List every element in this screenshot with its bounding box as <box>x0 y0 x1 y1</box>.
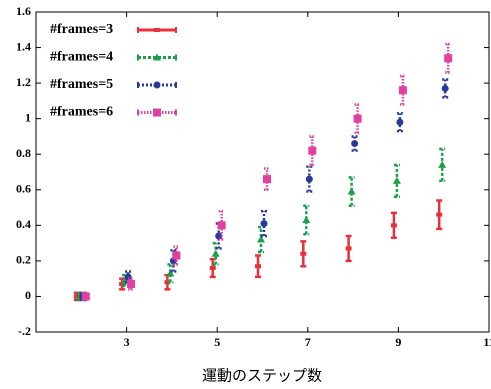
y-tick-label: -.2 <box>18 324 31 338</box>
data-point <box>444 54 453 63</box>
data-point <box>255 264 261 269</box>
data-point <box>260 220 268 228</box>
data-point <box>438 160 447 168</box>
y-tick-label: 1 <box>25 110 31 124</box>
data-point <box>441 84 449 92</box>
data-point <box>217 221 226 230</box>
plot-frame <box>35 11 490 333</box>
legend-label: #frames=6 <box>50 105 113 120</box>
data-point <box>166 269 175 277</box>
y-tick-label: 0 <box>25 288 31 302</box>
data-point <box>124 273 132 281</box>
error-bar <box>348 176 355 208</box>
error-bar <box>351 135 358 152</box>
error-bar <box>445 42 452 74</box>
data-point <box>73 294 80 299</box>
data-point <box>396 118 404 126</box>
error-bar <box>218 209 225 241</box>
legend-marker <box>154 28 160 32</box>
data-point <box>305 175 313 183</box>
series <box>81 42 453 302</box>
data-point <box>215 232 223 240</box>
error-bar <box>354 103 361 135</box>
x-axis-label: 運動のステップ数 <box>202 367 322 385</box>
data-point <box>436 212 443 217</box>
legend-label: #frames=5 <box>50 77 113 92</box>
y-tick-label: 0.4 <box>16 217 31 231</box>
error-bar <box>173 245 180 266</box>
error-bar <box>309 135 316 167</box>
data-point <box>392 176 401 184</box>
legend-entry: #frames=6 <box>50 105 177 120</box>
y-tick-label: 0.6 <box>16 182 31 196</box>
data-point <box>127 280 136 288</box>
x-tick-label: 7 <box>305 335 311 349</box>
data-point <box>81 292 90 301</box>
legend-label: #frames=3 <box>50 22 113 37</box>
data-point <box>300 251 307 256</box>
data-point <box>347 187 356 195</box>
y-tick-label: 0.8 <box>16 146 31 160</box>
x-tick-label: 5 <box>214 335 220 349</box>
error-bar <box>399 74 406 106</box>
x-tick-label: 11 <box>483 335 491 349</box>
data-point <box>345 246 352 251</box>
data-point <box>398 86 407 95</box>
data-point <box>263 175 271 184</box>
data-point <box>257 235 265 243</box>
legend-label: #frames=4 <box>50 50 113 65</box>
data-point <box>302 216 311 223</box>
data-point <box>172 251 181 260</box>
legend-entry: #frames=3 <box>50 22 177 37</box>
data-point <box>390 223 397 228</box>
legend-entry: #frames=5 <box>50 77 177 92</box>
error-bar <box>128 277 135 291</box>
data-point <box>353 114 362 123</box>
data-point <box>119 282 126 286</box>
y-tick-label: 0.2 <box>16 253 31 267</box>
legend-marker <box>153 108 161 117</box>
y-tick-label: 1.4 <box>16 39 31 53</box>
error-bar <box>264 167 270 192</box>
data-point <box>351 140 359 148</box>
x-tick-label: 3 <box>124 335 130 349</box>
legend-marker <box>153 53 161 61</box>
legend-entry: #frames=4 <box>50 50 177 65</box>
y-tick-label: 1.6 <box>16 4 31 18</box>
data-point <box>209 266 216 270</box>
error-bar <box>167 263 174 284</box>
error-bar <box>303 204 310 236</box>
data-point <box>211 249 220 257</box>
data-point <box>308 146 317 155</box>
legend-marker <box>153 81 161 89</box>
y-tick-label: 1.2 <box>16 75 31 89</box>
x-tick-label: 9 <box>395 335 401 349</box>
